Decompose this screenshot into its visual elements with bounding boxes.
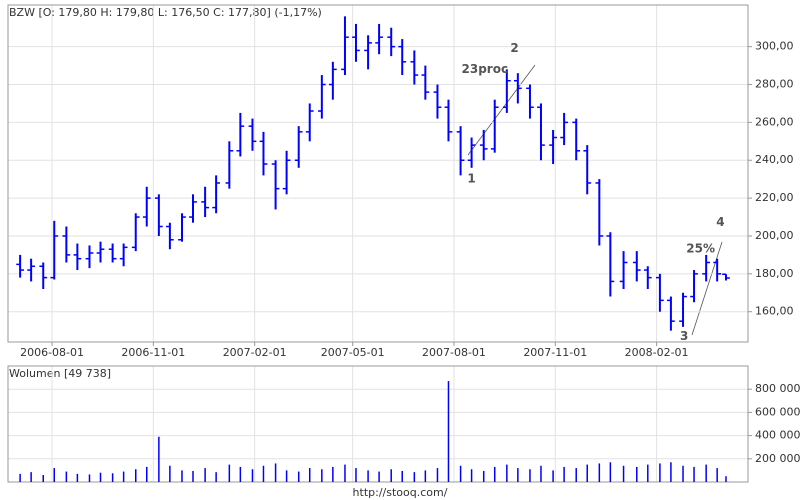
x-tick-label: 2006-11-01	[121, 346, 185, 359]
y-tick-label: 280,00	[755, 78, 794, 91]
y-tick-label: 220,00	[755, 191, 794, 204]
x-tick-label: 2007-05-01	[321, 346, 385, 359]
x-tick-label: 2006-08-01	[20, 346, 84, 359]
y-tick-label: 180,00	[755, 267, 794, 280]
panel-frame	[7, 365, 749, 483]
annotation: 4	[716, 215, 724, 229]
annotation: 3	[680, 329, 688, 343]
x-tick-label: 2007-02-01	[223, 346, 287, 359]
y-tick-label: 200 000	[755, 452, 800, 465]
annotation: 2	[510, 41, 518, 55]
y-tick-label: 600 000	[755, 405, 800, 418]
y-tick-label: 160,00	[755, 305, 794, 318]
y-tick-label: 240,00	[755, 153, 794, 166]
y-tick-label: 260,00	[755, 115, 794, 128]
x-tick-label: 2007-08-01	[422, 346, 486, 359]
footer: http://stooq.com/	[353, 486, 448, 499]
y-tick-label: 800 000	[755, 382, 800, 395]
panel-frame	[7, 4, 749, 343]
y-tick-label: 300,00	[755, 40, 794, 53]
trend-line	[467, 64, 536, 156]
x-tick-label: 2008-02-01	[625, 346, 689, 359]
annotation: 25%	[686, 242, 715, 256]
annotation: 1	[467, 172, 475, 186]
volume-title: Wolumen [49 738]	[9, 367, 111, 380]
trend-line	[691, 241, 723, 336]
x-tick-label: 2007-11-01	[523, 346, 587, 359]
y-tick-label: 400 000	[755, 429, 800, 442]
annotation: 23proc	[462, 62, 509, 76]
y-tick-label: 200,00	[755, 229, 794, 242]
chart-title: BZW [O: 179,80 H: 179,80 L: 176,50 C: 17…	[9, 6, 322, 19]
